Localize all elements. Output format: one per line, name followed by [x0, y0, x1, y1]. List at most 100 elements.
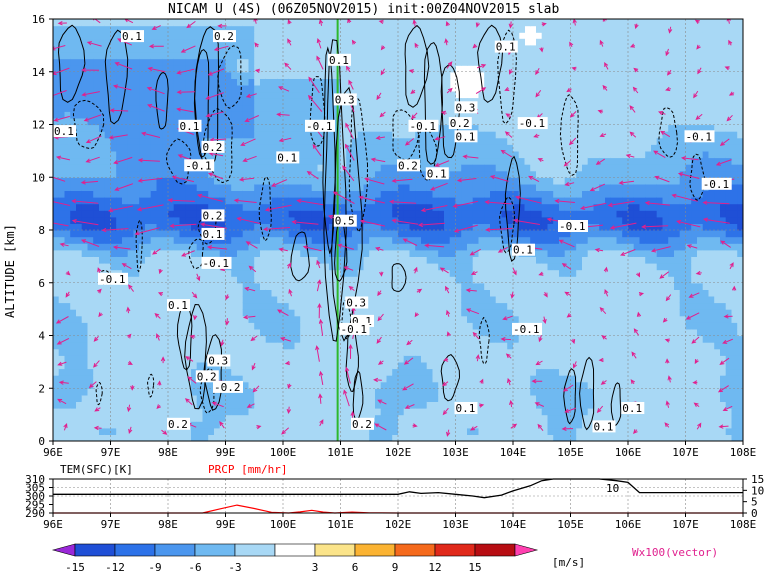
shade-cell — [357, 137, 364, 145]
shade-cell — [179, 216, 186, 224]
shade-cell — [168, 335, 175, 343]
shade-cell — [237, 236, 244, 244]
shade-cell — [219, 52, 226, 60]
shade-cell — [265, 164, 272, 172]
shade-cell — [116, 249, 123, 257]
shade-cell — [173, 243, 180, 251]
shade-cell — [432, 348, 439, 356]
shade-cell — [248, 421, 255, 429]
shade-cell — [248, 375, 255, 383]
shade-cell — [81, 263, 88, 271]
shade-cell — [70, 414, 77, 422]
shade-cell — [185, 104, 192, 112]
shade-cell — [122, 355, 129, 363]
shade-cell — [173, 65, 180, 73]
shade-cell — [467, 177, 474, 185]
shade-cell — [64, 315, 71, 323]
shade-cell — [467, 256, 474, 264]
shade-cell — [495, 223, 502, 231]
shade-cell — [311, 65, 318, 73]
shade-cell — [260, 375, 267, 383]
shade-cell — [87, 256, 94, 264]
shade-cell — [277, 388, 284, 396]
shade-cell — [392, 230, 399, 238]
shade-cell — [191, 289, 198, 297]
shade-cell — [127, 164, 134, 172]
shade-cell — [150, 45, 157, 53]
shade-cell — [294, 408, 301, 416]
shade-cell — [191, 282, 198, 290]
shade-cell — [53, 117, 60, 126]
shade-cell — [357, 388, 364, 396]
shade-cell — [288, 117, 295, 126]
shade-cell — [179, 335, 186, 343]
shade-cell — [127, 210, 134, 218]
shade-cell — [173, 150, 180, 159]
shade-cell — [403, 84, 410, 93]
shade-cell — [173, 309, 180, 317]
shade-cell — [185, 177, 192, 185]
shade-cell — [260, 71, 267, 79]
shade-cell — [191, 309, 198, 317]
shade-cell — [116, 230, 123, 238]
shade-cell — [231, 223, 238, 231]
shade-cell — [277, 328, 284, 337]
shade-cell — [116, 375, 123, 383]
shade-cell — [438, 131, 445, 139]
shade-cell — [438, 263, 445, 271]
shade-cell — [455, 381, 462, 389]
shade-cell — [398, 84, 405, 93]
shade-cell — [58, 157, 65, 165]
shade-cell — [288, 243, 295, 251]
shade-cell — [426, 243, 433, 251]
shade-cell — [196, 131, 203, 139]
shade-cell — [484, 150, 491, 159]
shade-cell — [265, 315, 272, 323]
shade-cell — [369, 394, 376, 402]
shade-cell — [162, 230, 169, 238]
shade-cell — [415, 282, 422, 290]
shade-cell — [202, 84, 209, 93]
shade-cell — [53, 216, 60, 224]
shade-cell — [311, 52, 318, 60]
shade-cell — [173, 170, 180, 178]
shade-cell — [214, 282, 221, 290]
shade-cell — [185, 203, 192, 211]
shade-cell — [93, 243, 100, 251]
shade-cell — [265, 131, 272, 139]
shade-cell — [219, 342, 226, 350]
shade-cell — [421, 104, 428, 112]
shade-cell — [127, 157, 134, 165]
shade-cell — [242, 78, 249, 86]
shade-cell — [415, 434, 422, 441]
shade-cell — [127, 203, 134, 211]
shade-cell — [127, 197, 134, 205]
shade-cell — [294, 78, 301, 86]
shade-cell — [467, 45, 474, 53]
shade-cell — [426, 348, 433, 356]
shade-cell — [323, 269, 330, 277]
shade-cell — [403, 243, 410, 251]
shade-cell — [185, 183, 192, 191]
shade-cell — [104, 78, 111, 86]
shade-cell — [133, 84, 140, 93]
shade-cell — [70, 295, 77, 304]
shade-cell — [191, 342, 198, 350]
shade-cell — [70, 315, 77, 323]
shade-cell — [242, 434, 249, 441]
shade-cell — [99, 137, 106, 145]
shade-cell — [168, 38, 175, 46]
shade-cell — [495, 256, 502, 264]
shade-cell — [329, 302, 336, 310]
shade-cell — [254, 388, 261, 396]
shade-cell — [495, 243, 502, 251]
shade-cell — [398, 58, 405, 66]
shade-cell — [139, 348, 146, 356]
shade-cell — [58, 381, 65, 389]
shade-cell — [490, 45, 497, 53]
shade-cell — [409, 421, 416, 429]
shade-cell — [421, 144, 428, 152]
shade-cell — [449, 269, 456, 277]
shade-cell — [231, 263, 238, 271]
shade-cell — [99, 434, 106, 441]
